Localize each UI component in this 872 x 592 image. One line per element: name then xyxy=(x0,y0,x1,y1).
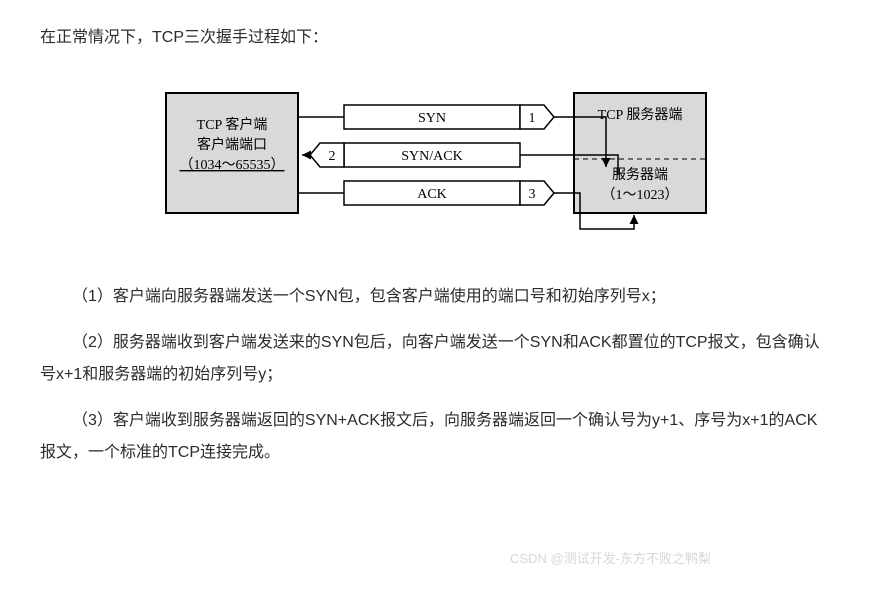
msg-num-box-1 xyxy=(520,105,554,129)
msg-num-box-2 xyxy=(310,143,344,167)
server-title: TCP 服务器端 xyxy=(598,107,683,123)
msg-label-1: SYN xyxy=(418,111,446,126)
watermark: CSDN @测试开发-东方不败之鸭梨 xyxy=(510,548,711,567)
client-title: TCP 客户端 xyxy=(197,116,268,133)
msg-num-box-3 xyxy=(520,181,554,205)
explanation-step-3: （3）客户端收到服务器端返回的SYN+ACK报文后，向服务器端返回一个确认号为y… xyxy=(40,405,832,469)
explanation-paragraphs: （1）客户端向服务器端发送一个SYN包，包含客户端使用的端口号和初始序列号x； （… xyxy=(40,281,832,469)
client-port-range: （1034～65535） xyxy=(180,157,285,173)
handshake-diagram-container: TCP 客户端客户端端口 （1034～65535） TCP 服务器端服务器端 （1～1… xyxy=(40,73,832,253)
msg-label-3: ACK xyxy=(417,187,447,202)
msg-label-2: SYN/ACK xyxy=(401,149,462,164)
handshake-diagram: TCP 客户端客户端端口 （1034～65535） TCP 服务器端服务器端 （1～1… xyxy=(156,73,716,253)
msg-num-3: 3 xyxy=(529,187,536,202)
intro-text: 在正常情况下，TCP三次握手过程如下： xyxy=(40,24,832,53)
explanation-step-1: （1）客户端向服务器端发送一个SYN包，包含客户端使用的端口号和初始序列号x； xyxy=(40,281,832,313)
client-box xyxy=(166,93,298,213)
explanation-step-2: （2）服务器端收到客户端发送来的SYN包后，向客户端发送一个SYN和ACK都置位… xyxy=(40,327,832,391)
msg-num-1: 1 xyxy=(529,111,536,126)
server-port-range: （1～1023） xyxy=(602,187,679,203)
server-port-label: 服务器端 xyxy=(612,167,668,183)
client-port-label: 客户端端口 xyxy=(197,136,267,153)
msg-num-2: 2 xyxy=(329,149,336,164)
